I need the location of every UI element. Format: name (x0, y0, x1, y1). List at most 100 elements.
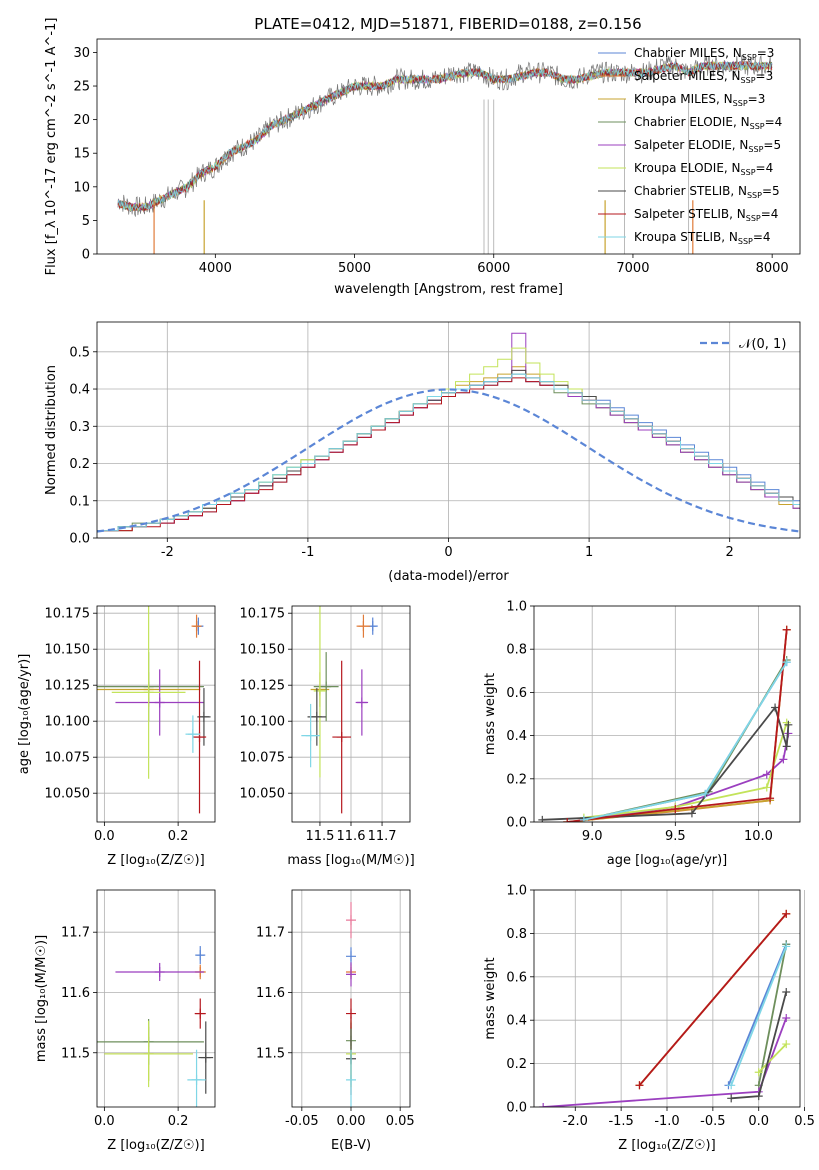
y-tick-label: 0.6 (506, 686, 527, 701)
legend-subscript: SSP (741, 168, 756, 177)
legend-label: Salpeter ELODIE, NSSP=5 (634, 138, 781, 154)
y-axis-label: mass weight (483, 957, 498, 1039)
y-tick-label: 11.7 (61, 926, 90, 941)
y-tick-label: 20 (73, 113, 90, 128)
legend-subscript: SSP (733, 99, 748, 108)
data-point-marker (311, 711, 322, 722)
data-point-marker (321, 681, 332, 692)
x-tick-label: 0.00 (337, 1114, 366, 1129)
axes-mass_vs_ebv: -0.05 0.00 0.05 11.5 11.6 11.7 E(B-V) (256, 889, 415, 1153)
data-point-marker (195, 950, 206, 961)
y-axis-label: Normed distribution (44, 365, 59, 495)
data-point-marker (356, 697, 367, 708)
y-tick-label: 11.6 (61, 986, 90, 1001)
axes-residuals: -2 -1 0 1 2 0.0 0.1 0.2 0.3 0.4 0.5 (data-model)/er… (44, 321, 801, 584)
legend-text: Chabrier ELODIE, N (634, 115, 750, 129)
legend-text: Chabrier MILES, N (634, 46, 742, 60)
y-tick-label: 30 (73, 46, 90, 61)
weight-line-5 (583, 722, 788, 819)
axes-frame (96, 889, 216, 1108)
weight-marker (782, 987, 791, 996)
y-tick-label: 11.5 (256, 1046, 285, 1061)
y-tick-label: 0.8 (506, 643, 527, 658)
y-tick-label: 25 (73, 80, 90, 95)
weight-marker (782, 658, 791, 667)
y-tick-label: 0.5 (69, 345, 90, 360)
x-tick-label: -2.0 (563, 1114, 588, 1129)
weight-marker (782, 625, 791, 634)
y-tick-label: 0.6 (506, 970, 527, 985)
legend-label: Kroupa MILES, NSSP=3 (634, 92, 765, 108)
figure-title: PLATE=0412, MJD=51871, FIBERID=0188, z=0… (254, 15, 641, 33)
x-tick-label: 0.5 (794, 1114, 815, 1129)
data-point-marker (187, 729, 198, 740)
weight-marker (782, 1014, 791, 1023)
weight-marker (771, 703, 780, 712)
x-tick-label: 10.0 (744, 829, 773, 844)
x-axis-label: E(B-V) (331, 1138, 371, 1153)
x-tick-label: 0.2 (168, 1114, 189, 1129)
plots-layer: 4000 5000 6000 7000 8000051015202530waveleng… (17, 18, 815, 1153)
legend-label: Kroupa STELIB, NSSP=4 (634, 230, 771, 246)
legend-text: Kroupa STELIB, N (634, 230, 738, 244)
weight-line-3 (583, 659, 788, 821)
y-tick-label: 1.0 (506, 884, 527, 899)
x-tick-label: 0.0 (94, 829, 115, 844)
data-point-marker (194, 732, 205, 743)
axes-weight_vs_z: -2.0 -1.5 -1.0 -0.5 0.0 0.5 0.0 0.2 0.4 0.6 0.8 1.0… (483, 884, 815, 1154)
weight-marker (766, 794, 775, 803)
legend-text: Salpeter ELODIE, N (634, 138, 748, 152)
plot-area (97, 606, 211, 814)
x-tick-label: 1 (585, 545, 593, 560)
y-tick-label: 0.0 (506, 1101, 527, 1116)
x-tick-label: 0.0 (94, 1114, 115, 1129)
y-tick-label: 10.175 (240, 607, 286, 622)
y-tick-label: 11.5 (61, 1046, 90, 1061)
data-point-marker (191, 1074, 202, 1085)
legend-tail: =3 (756, 69, 774, 83)
y-tick-label: 10.100 (240, 715, 286, 730)
axes-age_vs_mass: 11.5 11.6 11.7 10.050 10.075 10.100 10.125 10.1… (240, 605, 415, 868)
weight-marker (563, 818, 572, 822)
y-tick-label: 10.150 (240, 643, 286, 658)
legend-tail: =4 (761, 207, 779, 221)
x-tick-label: 0.05 (386, 1114, 415, 1129)
axes-frame (96, 38, 801, 255)
y-tick-label: 10.150 (45, 643, 91, 658)
legend-tail: =4 (753, 230, 771, 244)
x-tick-label: 11.7 (368, 829, 397, 844)
legend-text: Salpeter STELIB, N (634, 207, 746, 221)
weight-marker (538, 815, 547, 822)
data-point-marker (346, 915, 356, 926)
y-tick-label: 0.3 (69, 420, 90, 435)
weight-marker (782, 718, 791, 727)
weight-marker (762, 783, 771, 792)
y-tick-label: 15 (73, 147, 90, 162)
legend-tail: =3 (757, 46, 775, 60)
plot-area (301, 606, 378, 814)
weight-marker (701, 789, 710, 798)
model-spectrum-8 (117, 61, 772, 212)
y-tick-label: 0.2 (506, 1057, 527, 1072)
weight-line-3 (757, 944, 788, 1086)
y-tick-label: 0.0 (69, 532, 90, 547)
axes-frame (96, 605, 216, 823)
weight-line-7 (638, 913, 787, 1086)
weight-marker (782, 742, 791, 751)
x-tick-label: -2 (161, 545, 174, 560)
weight-marker (539, 1103, 548, 1107)
data-point-marker (198, 711, 209, 722)
weight-marker (782, 909, 791, 918)
weight-line-5 (758, 1043, 787, 1073)
normal-reference-curve (97, 388, 800, 533)
legend-subscript: SSP (738, 237, 753, 246)
y-tick-label: 0.4 (69, 383, 90, 398)
x-tick-label: -1.5 (608, 1114, 633, 1129)
legend-label: Chabrier STELIB, NSSP=5 (634, 184, 780, 200)
y-tick-label: 10.050 (45, 787, 91, 802)
plot-area (117, 54, 773, 254)
axes-spectrum: 4000 5000 6000 7000 8000 0 5 10 15 20 25 30 waveleng… (44, 18, 801, 297)
x-tick-label: 5000 (338, 261, 371, 276)
data-point-marker (200, 1052, 211, 1063)
